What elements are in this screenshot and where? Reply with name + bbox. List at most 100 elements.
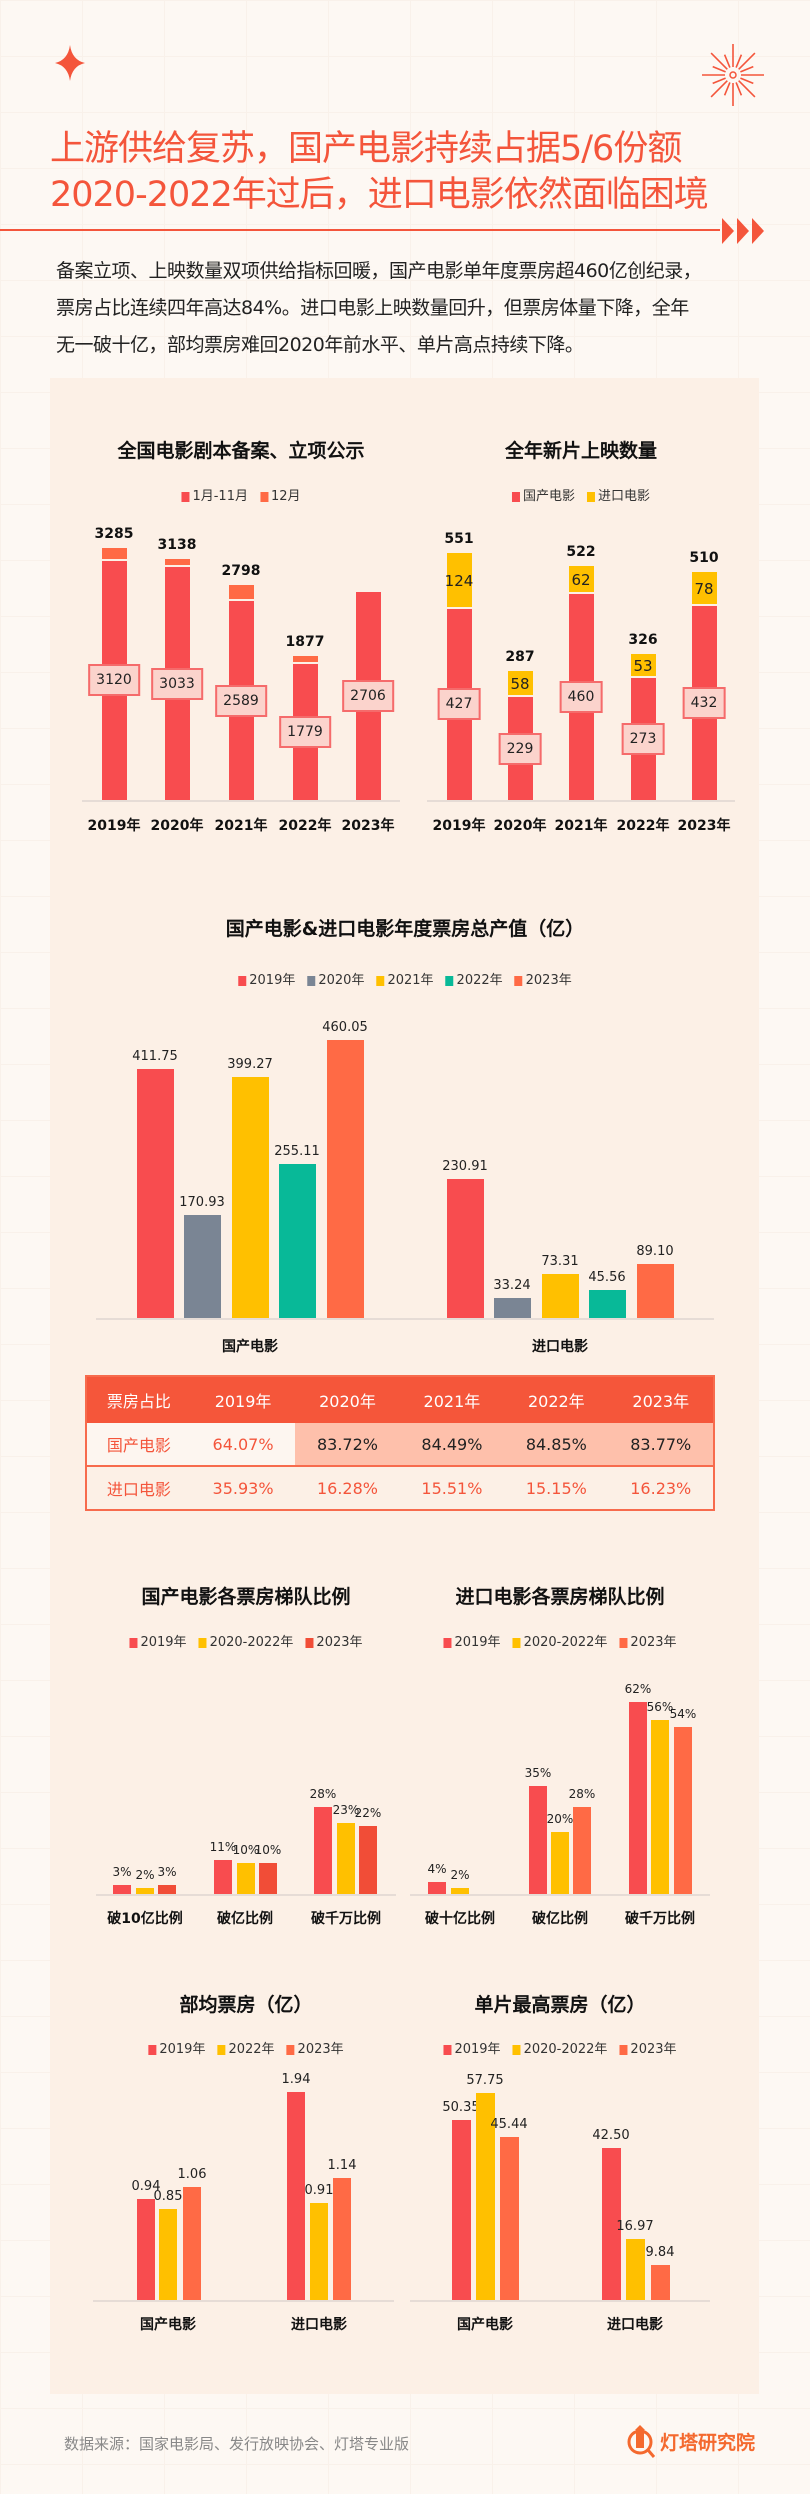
- legend-swatch: [238, 975, 247, 986]
- bar-value-label: 2%: [135, 1867, 155, 1882]
- category-label: 2022年: [616, 818, 670, 834]
- bar-value-label: 28%: [309, 1787, 337, 1802]
- chart-legend: 2019年 2020-2022年 2023年: [443, 2038, 677, 2057]
- headline-line-1: 上游供给复苏，国产电影持续占据5/6份额: [50, 129, 682, 169]
- bar: [337, 1822, 355, 1894]
- x-axis-line: [82, 800, 400, 802]
- category-label: 国产电影: [222, 1339, 278, 1355]
- legend-label: 2021年: [387, 973, 434, 988]
- bar-segment: [691, 571, 717, 605]
- table-cell: 84.49%: [399, 1423, 505, 1467]
- bar: [629, 1701, 647, 1894]
- legend-label: 2023年: [525, 973, 572, 988]
- bar: [636, 1264, 674, 1318]
- bar: [359, 1825, 377, 1894]
- bar: [314, 1807, 332, 1894]
- bar-value-label: 10%: [254, 1843, 282, 1857]
- category-label: 国产电影: [140, 2317, 196, 2333]
- bar: [333, 2178, 351, 2300]
- legend-item: 2020-2022年: [198, 1631, 293, 1650]
- category-label: 破亿比例: [532, 1911, 588, 1927]
- bar-value-label: 35%: [524, 1765, 552, 1780]
- legend-label: 2020年: [318, 973, 365, 988]
- legend-swatch: [181, 491, 190, 502]
- bar-value-label: 22%: [354, 1805, 382, 1820]
- segment-value-label: 53: [633, 656, 653, 675]
- category-label: 2022年: [278, 818, 332, 834]
- legend-item: 2023年: [619, 2038, 677, 2057]
- total-value-label: 3138: [157, 537, 197, 554]
- category-label: 进口电影: [532, 1339, 588, 1355]
- legend-item: 2023年: [514, 969, 572, 988]
- chart-title: 全国电影剧本备案、立项公示: [117, 440, 365, 462]
- table-header-cell: 2022年: [504, 1376, 609, 1423]
- table-header-cell: 2019年: [190, 1376, 296, 1423]
- category-label: 破千万比例: [625, 1911, 695, 1927]
- divider: [0, 229, 720, 231]
- sparkle-star-icon: [55, 45, 85, 81]
- legend-label: 2019年: [249, 973, 296, 988]
- legend-swatch: [512, 1637, 521, 1648]
- category-label: 2021年: [554, 818, 608, 834]
- bar: [625, 2239, 645, 2300]
- brand-logo: 灯塔研究院: [626, 2424, 755, 2458]
- table-cell: 64.07%: [190, 1423, 296, 1467]
- x-axis-line: [410, 2300, 710, 2302]
- table-cell: 35.93%: [190, 1466, 296, 1510]
- bar: [214, 1859, 232, 1894]
- legend-swatch: [259, 491, 268, 502]
- summary-line-3: 无一破十亿，部均票房难回2020年前水平、单片高点持续下降。: [56, 334, 584, 356]
- legend-label: 2019年: [159, 2042, 206, 2057]
- segment-value-label: 460: [559, 680, 603, 713]
- bar-value-label: 54%: [669, 1706, 697, 1721]
- legend-swatch: [445, 975, 454, 986]
- bar-segment: [568, 566, 594, 592]
- bar-value-label: 4%: [427, 1861, 447, 1876]
- summary-line-1: 备案立项、上映数量双项供给指标回暖，国产电影单年度票房超460亿创纪录，: [56, 260, 702, 282]
- segment-value-label: 3120: [88, 664, 140, 697]
- segment-value-label: 427: [437, 688, 481, 721]
- bar: [137, 2199, 155, 2300]
- bar: [451, 2119, 471, 2300]
- total-value-label: 2798: [221, 563, 261, 580]
- legend-item: 2020年: [307, 969, 364, 988]
- total-value-label: 287: [505, 649, 535, 666]
- bar: [674, 1726, 692, 1894]
- legend-swatch: [619, 2044, 628, 2055]
- legend-item: 2019年: [443, 1631, 501, 1650]
- legend-label: 2023年: [297, 2042, 344, 2057]
- chart-title: 单片最高票房（亿）: [474, 1994, 646, 2016]
- bar-value-label: 399.27: [227, 1056, 273, 1072]
- legend-swatch: [217, 2044, 226, 2055]
- bar: [601, 2147, 621, 2300]
- legend-swatch: [443, 1637, 452, 1648]
- bar-segment: [228, 585, 254, 600]
- bar-value-label: 28%: [568, 1787, 596, 1802]
- legend-label: 2023年: [630, 2042, 677, 2057]
- bar: [428, 1881, 446, 1894]
- table-header-row: 票房占比 2019年 2020年 2021年 2022年 2023年: [86, 1376, 714, 1423]
- category-label: 破千万比例: [311, 1911, 381, 1927]
- bar-value-label: 3%: [157, 1864, 177, 1879]
- category-label: 破10亿比例: [107, 1911, 183, 1927]
- segment-value-label: 124: [444, 571, 474, 590]
- chart-title: 部均票房（亿）: [179, 1994, 313, 2016]
- category-label: 2019年: [87, 818, 141, 834]
- headline-line-2: 2020-2022年过后，进口电影依然面临困境: [50, 175, 709, 215]
- legend-item: 2022年: [445, 969, 503, 988]
- legend-item: 进口电影: [587, 485, 650, 504]
- total-value-label: 522: [566, 544, 596, 561]
- bar-segment: [507, 671, 533, 696]
- legend-label: 1月-11月: [192, 489, 248, 504]
- data-source: 数据来源：国家电影局、发行放映协会、灯塔专业版: [64, 2435, 410, 2453]
- bar: [651, 1720, 669, 1894]
- legend-item: 2020-2022年: [512, 2038, 608, 2057]
- table-cell: 84.85%: [504, 1423, 609, 1467]
- bar-value-label: 460.05: [322, 1020, 368, 1036]
- chart-legend: 1月-11月 12月: [181, 485, 301, 504]
- bar: [451, 1887, 469, 1894]
- bar-segment: [101, 548, 127, 559]
- x-axis-line: [96, 1894, 396, 1896]
- legend-label: 2020-2022年: [523, 2042, 608, 2057]
- category-label: 2020年: [493, 818, 547, 834]
